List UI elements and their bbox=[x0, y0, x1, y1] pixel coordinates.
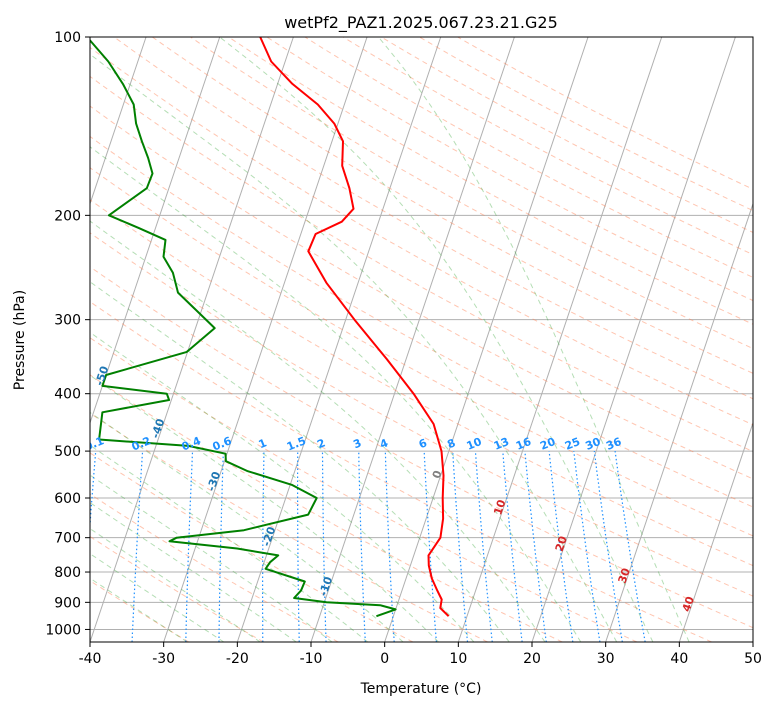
y-tick-label: 200 bbox=[54, 208, 81, 224]
x-tick-label: 50 bbox=[744, 651, 762, 667]
y-tick-label: 1000 bbox=[45, 622, 81, 638]
y-tick-label: 600 bbox=[54, 491, 81, 507]
x-tick-label: -40 bbox=[79, 651, 102, 667]
y-tick-label: 800 bbox=[54, 565, 81, 581]
chart-title: wetPf2_PAZ1.2025.067.23.21.G25 bbox=[284, 13, 558, 33]
x-tick-label: -20 bbox=[226, 651, 249, 667]
y-tick-label: 900 bbox=[54, 595, 81, 611]
y-axis-label: Pressure (hPa) bbox=[12, 290, 28, 390]
x-tick-label: -30 bbox=[152, 651, 175, 667]
x-tick-label: -10 bbox=[300, 651, 323, 667]
y-tick-label: 500 bbox=[54, 444, 81, 460]
y-tick-label: 400 bbox=[54, 387, 81, 403]
x-axis-label: Temperature (°C) bbox=[360, 681, 482, 697]
x-tick-label: 20 bbox=[523, 651, 541, 667]
x-tick-label: 40 bbox=[670, 651, 688, 667]
x-tick-label: 10 bbox=[449, 651, 467, 667]
x-tick-label: 0 bbox=[380, 651, 389, 667]
y-tick-label: 300 bbox=[54, 313, 81, 329]
y-tick-label: 700 bbox=[54, 531, 81, 547]
y-tick-label: 100 bbox=[54, 30, 81, 46]
x-tick-label: 30 bbox=[597, 651, 615, 667]
